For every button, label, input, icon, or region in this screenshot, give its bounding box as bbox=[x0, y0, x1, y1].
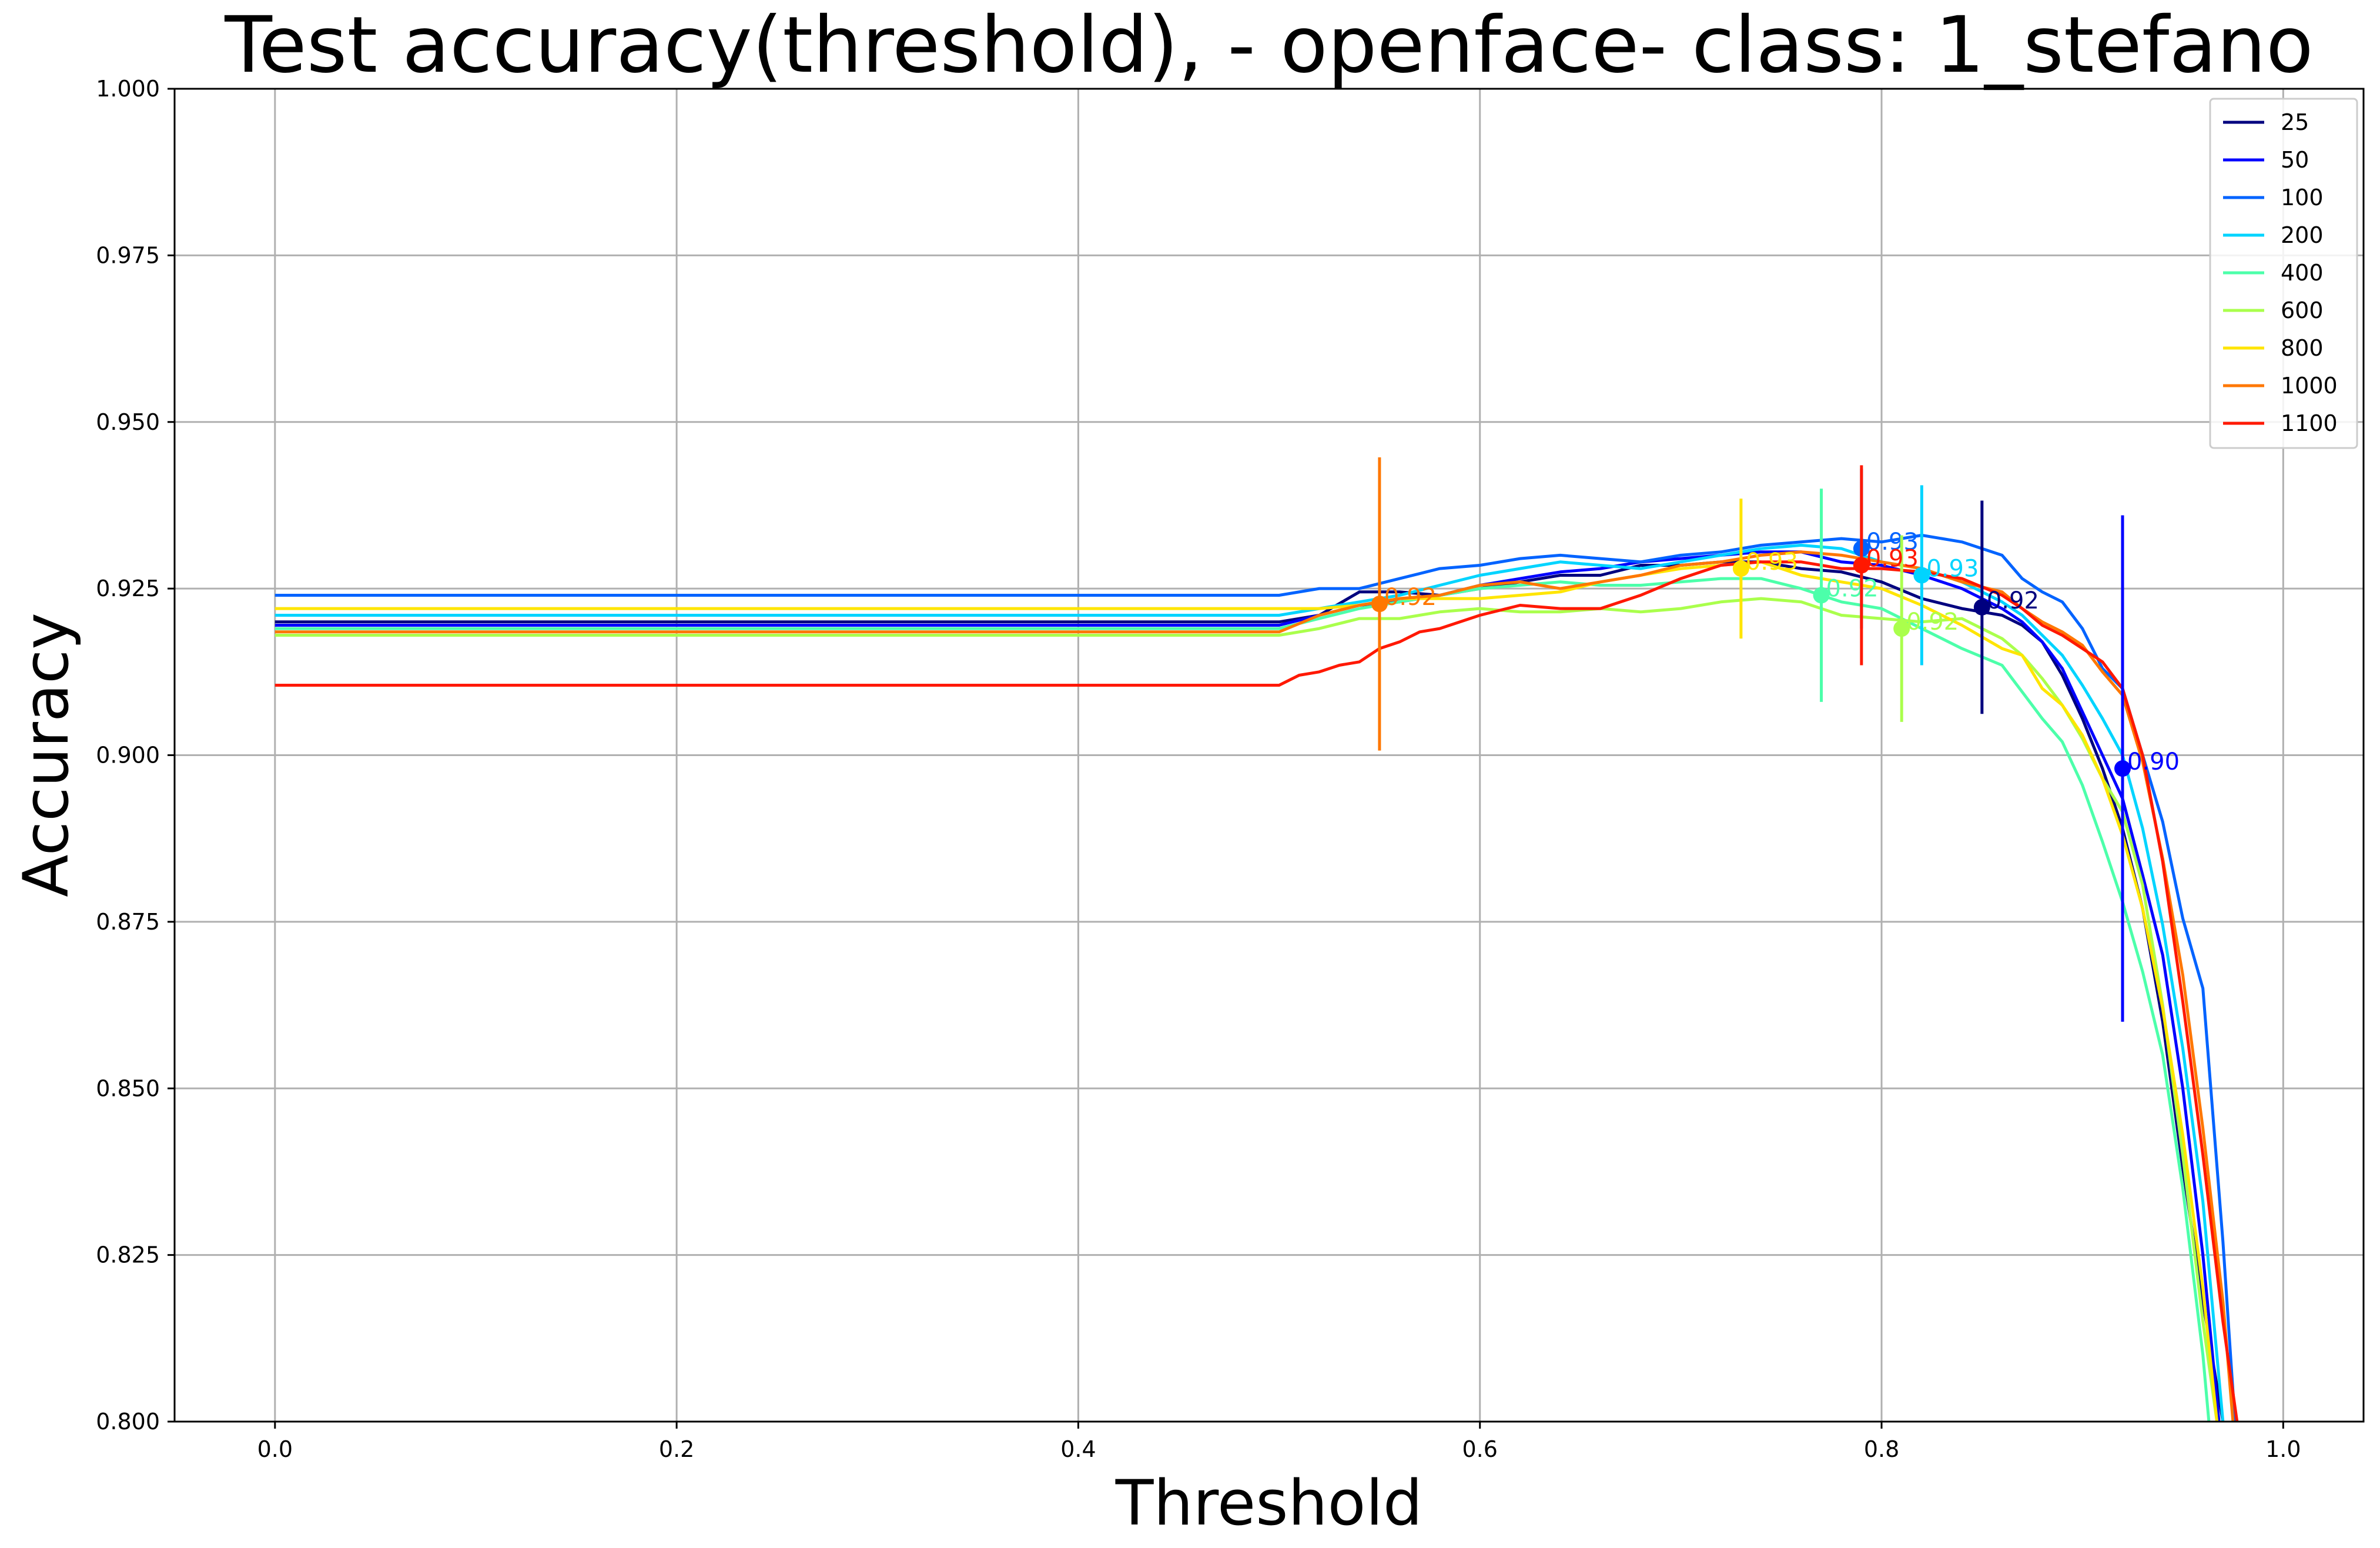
max-marker-200 bbox=[1913, 567, 1930, 584]
y-tick-label: 0.900 bbox=[96, 743, 160, 768]
max-marker-1100 bbox=[1853, 557, 1870, 574]
y-tick-label: 0.800 bbox=[96, 1409, 160, 1435]
max-marker-25 bbox=[1973, 599, 1990, 616]
y-tick-label: 0.950 bbox=[96, 409, 160, 435]
legend-label-100: 100 bbox=[2281, 185, 2324, 210]
legend-label-1100: 1100 bbox=[2281, 410, 2338, 436]
x-axis-label: Threshold bbox=[1115, 1467, 1422, 1539]
series-line-1100 bbox=[275, 560, 2239, 1422]
legend-label-400: 400 bbox=[2281, 260, 2324, 286]
legend-label-1000: 1000 bbox=[2281, 373, 2338, 399]
max-marker-400 bbox=[1813, 587, 1830, 604]
x-tick-label: 0.0 bbox=[257, 1436, 293, 1462]
legend-label-200: 200 bbox=[2281, 222, 2324, 248]
legend-label-50: 50 bbox=[2281, 147, 2309, 173]
series-markers: 0.920.900.930.930.920.920.930.920.93 bbox=[1371, 457, 2180, 1022]
legend-label-25: 25 bbox=[2281, 109, 2309, 135]
marker-label-25: 0.92 bbox=[1987, 587, 2039, 614]
legend-label-600: 600 bbox=[2281, 297, 2324, 323]
marker-label-400: 0.92 bbox=[1826, 575, 1879, 602]
y-tick-label: 0.875 bbox=[96, 909, 160, 935]
y-tick-label: 0.925 bbox=[96, 576, 160, 601]
max-marker-600 bbox=[1893, 620, 1910, 637]
marker-label-1000: 0.92 bbox=[1384, 584, 1437, 611]
x-tick-label: 0.6 bbox=[1462, 1436, 1498, 1462]
max-marker-1000 bbox=[1371, 596, 1388, 613]
chart-title: Test accuracy(threshold), - openface- cl… bbox=[224, 0, 2313, 91]
legend-box bbox=[2209, 98, 2358, 449]
legend-label-800: 800 bbox=[2281, 335, 2324, 361]
legend: 25 50 100 200 400 600 800 1000 1100 bbox=[2209, 98, 2358, 449]
y-axis-label: Accuracy bbox=[10, 613, 82, 897]
x-tick-label: 0.2 bbox=[659, 1436, 694, 1462]
max-marker-800 bbox=[1732, 560, 1749, 577]
marker-label-100: 0.93 bbox=[1866, 529, 1919, 556]
marker-label-1100: 0.93 bbox=[1866, 545, 1919, 572]
x-tick-label: 1.0 bbox=[2265, 1436, 2301, 1462]
marker-label-600: 0.92 bbox=[1906, 608, 1959, 636]
y-tick-label: 0.975 bbox=[96, 242, 160, 268]
y-tick-label: 0.850 bbox=[96, 1075, 160, 1101]
x-tick-label: 0.4 bbox=[1060, 1436, 1096, 1462]
x-tick-label: 0.8 bbox=[1864, 1436, 1899, 1462]
max-marker-50 bbox=[2114, 760, 2131, 777]
y-tick-label: 0.825 bbox=[96, 1242, 160, 1268]
axis-ticks: 0.0 0.2 0.4 0.6 0.8 1.0 0.800 0.825 0.850 0.875 0.… bbox=[96, 76, 2301, 1462]
marker-label-50: 0.90 bbox=[2127, 748, 2180, 775]
marker-label-200: 0.93 bbox=[1926, 555, 1979, 582]
y-tick-label: 1.000 bbox=[96, 76, 160, 102]
marker-label-800: 0.93 bbox=[1746, 549, 1798, 576]
